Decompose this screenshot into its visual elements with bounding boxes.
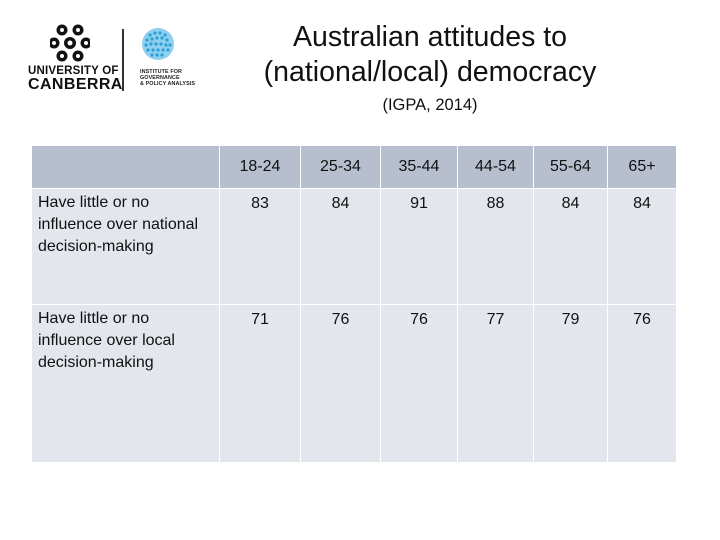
logo-group: UNIVERSITY OF CANBERRA INSTITUTE FOR GOV… xyxy=(28,24,218,96)
table-cell: 79 xyxy=(533,304,608,463)
table-cell: 91 xyxy=(380,188,458,305)
table-cell: 88 xyxy=(457,188,534,305)
column-header: 35-44 xyxy=(380,145,458,189)
table-row: Have little or no influence over nationa… xyxy=(31,188,677,305)
row-label: Have little or no influence over nationa… xyxy=(31,188,220,305)
igpa-wordmark-line: & POLICY ANALYSIS xyxy=(140,81,196,88)
table-cell: 71 xyxy=(219,304,301,463)
table-cell: 84 xyxy=(533,188,608,305)
table-cell: 76 xyxy=(380,304,458,463)
column-header: 44-54 xyxy=(457,145,534,189)
table-cell: 76 xyxy=(300,304,381,463)
column-header: 18-24 xyxy=(219,145,301,189)
university-logo-icon xyxy=(50,24,90,62)
row-label: Have little or no influence over local d… xyxy=(31,304,220,463)
university-wordmark-line2: CANBERRA xyxy=(28,76,123,94)
table-cell: 76 xyxy=(607,304,677,463)
igpa-globe-icon xyxy=(142,28,174,60)
igpa-wordmark-line: INSTITUTE FOR xyxy=(140,69,183,75)
header-corner-cell xyxy=(31,145,220,189)
page-title-line: Australian attitudes to xyxy=(292,21,568,53)
logo-divider xyxy=(122,29,124,91)
igpa-wordmark-line: GOVERNANCE xyxy=(140,75,180,82)
table-cell: 84 xyxy=(300,188,381,305)
university-wordmark-line1: UNIVERSITY OF xyxy=(28,65,119,77)
page-subtitle: (IGPA, 2014) xyxy=(382,96,478,114)
column-header: 65+ xyxy=(607,145,677,189)
table-cell: 83 xyxy=(219,188,301,305)
igpa-wordmark: INSTITUTE FOR GOVERNANCE & POLICY ANALYS… xyxy=(140,69,220,87)
column-header: 25-34 xyxy=(300,145,381,189)
table-cell: 77 xyxy=(457,304,534,463)
page-title: Australian attitudes to (national/local)… xyxy=(230,20,630,90)
table-row: Have little or no influence over local d… xyxy=(31,304,677,463)
page-title-line: (national/local) democracy xyxy=(263,55,597,88)
data-table: 18-24 25-34 35-44 44-54 55-64 65+ Have l… xyxy=(31,145,677,463)
university-wordmark: UNIVERSITY OF CANBERRA xyxy=(28,65,123,94)
column-header: 55-64 xyxy=(533,145,608,189)
table-cell: 84 xyxy=(607,188,677,305)
table-header-row: 18-24 25-34 35-44 44-54 55-64 65+ xyxy=(31,145,677,189)
